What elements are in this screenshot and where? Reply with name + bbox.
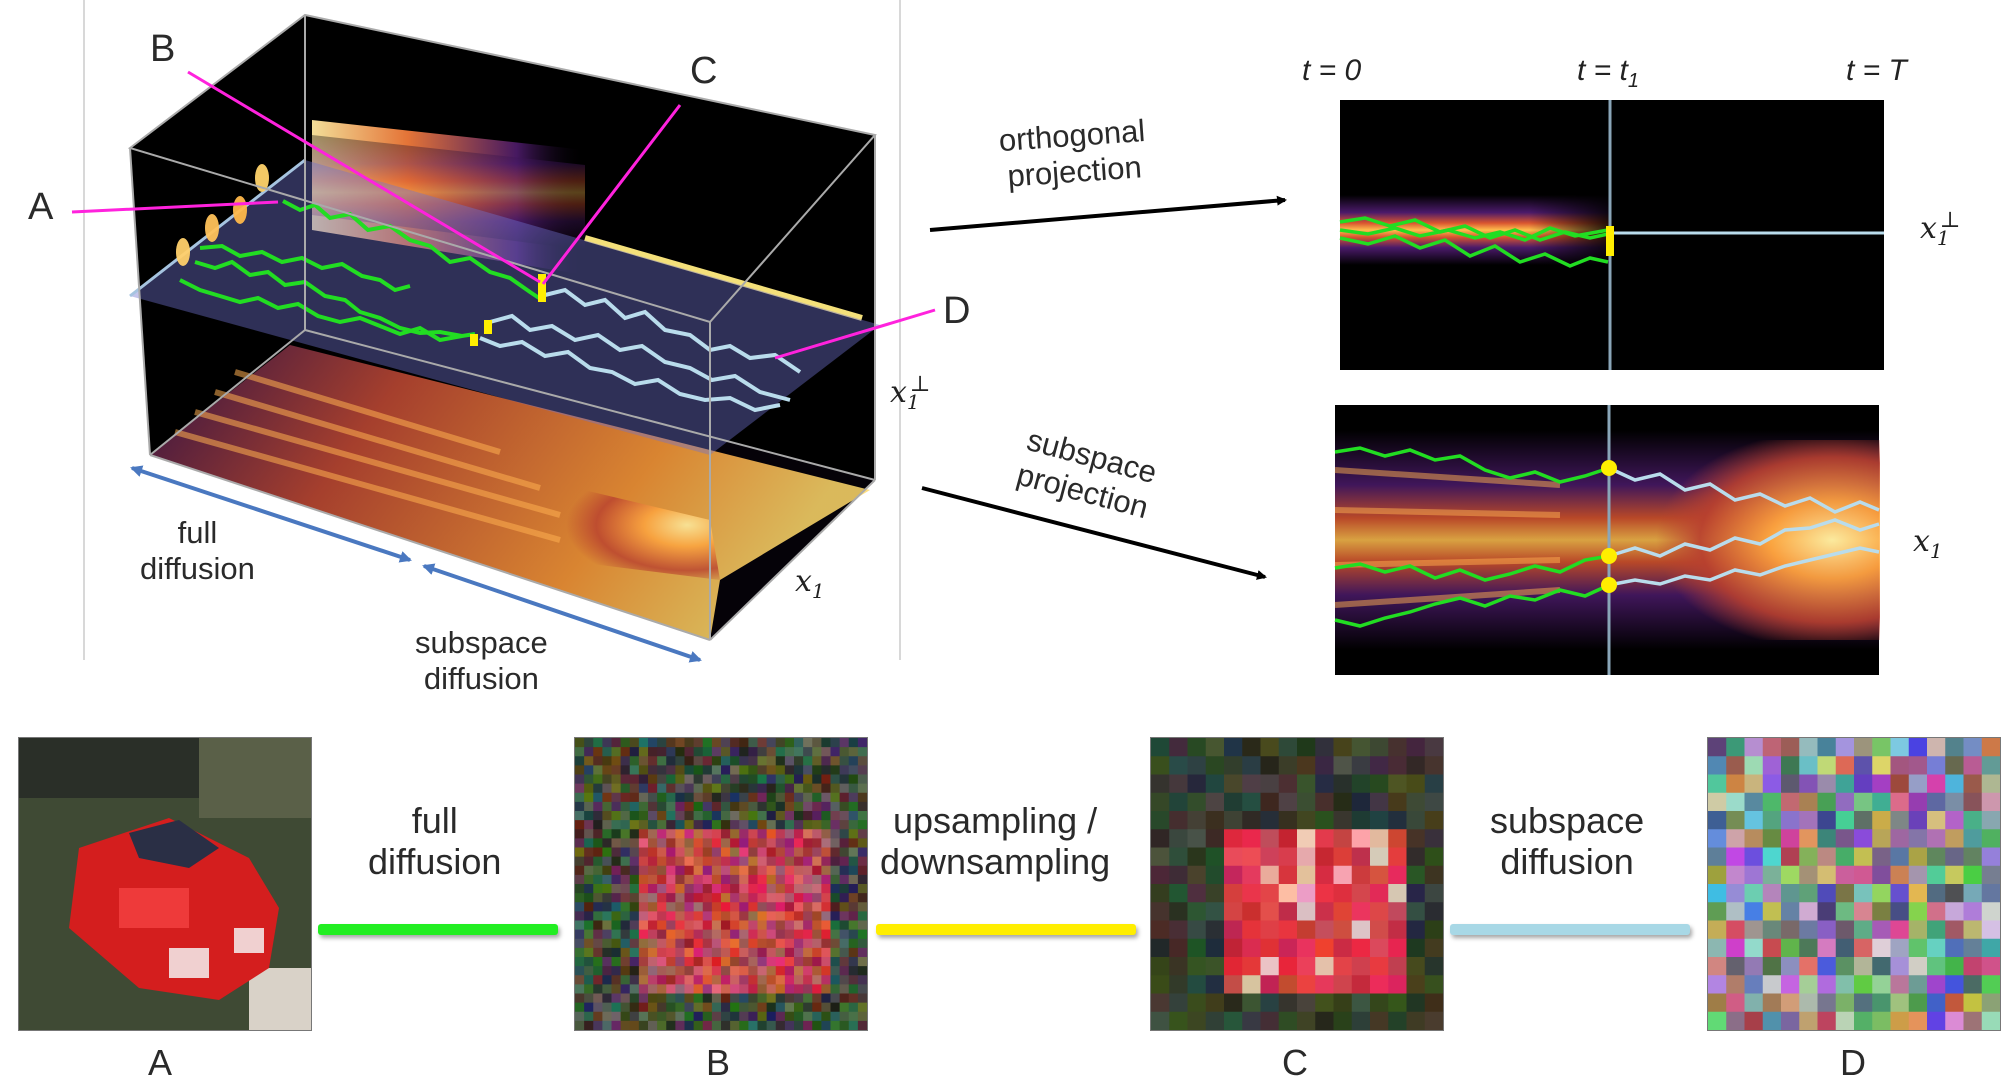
thumbnail-B-noisy [574, 737, 868, 1031]
caption-D: D [1840, 1042, 1866, 1083]
downsampled-image [1151, 738, 1443, 1030]
pointer-B [187, 70, 541, 284]
connector-bar-subspace [1450, 924, 1690, 935]
caption-A: A [148, 1042, 173, 1083]
initial-samples [176, 164, 269, 266]
pointer-lines [71, 70, 936, 360]
time-label-t0: t = 0 [1302, 54, 1362, 87]
thumbnail-D-noise [1707, 737, 2001, 1031]
pointer-C [541, 104, 682, 285]
caption-B: B [706, 1042, 731, 1083]
cube-axis-x1: x1 [795, 564, 825, 603]
panel-axis-x1-perp: x1⊥ [1920, 208, 1961, 250]
subspace-diffusion-label: subspace diffusion [415, 625, 548, 696]
car-image [19, 738, 311, 1030]
connector-label-updown: upsampling / downsampling [880, 800, 1111, 883]
diffusion-cube [127, 13, 880, 641]
connector-label-full: full diffusion [368, 800, 502, 883]
pure-noise-image [1708, 738, 2000, 1030]
cube-edges [127, 13, 877, 641]
light-blue-paths [479, 287, 802, 413]
cube-label-A: A [28, 186, 54, 228]
thumbnail-A-car [18, 737, 312, 1031]
green-paths [179, 199, 544, 343]
thumbnail-C-downsampled [1150, 737, 1444, 1031]
time-label-t1: t = t1 [1577, 54, 1639, 92]
connector-bar-updown [876, 924, 1136, 935]
time-label-T: t = T [1846, 54, 1907, 87]
back-wall-yellow-line [584, 235, 863, 321]
subspace-panel [1334, 405, 1880, 675]
orthogonal-panel [1339, 100, 1884, 370]
subspace-plane [130, 160, 880, 455]
full-diffusion-label: full diffusion [140, 515, 255, 586]
connector-bar-full [318, 924, 558, 935]
orthogonal-projection-label: orthogonal projection [997, 112, 1147, 194]
noisy-image [575, 738, 867, 1030]
orthogonal-projection-arrow [929, 195, 1287, 232]
subspace-projection-arrow [921, 486, 1267, 580]
pointer-D [774, 308, 936, 360]
pointer-A [71, 200, 279, 214]
full-diffusion-arrow [130, 465, 412, 563]
cube-axis-x1-perp: x1⊥ [890, 372, 931, 414]
connector-label-subspace: subspace diffusion [1490, 800, 1645, 883]
cube-label-B: B [150, 28, 176, 70]
caption-C: C [1282, 1042, 1308, 1083]
yellow-markers [470, 274, 546, 346]
panel-axis-x1: x1 [1913, 524, 1943, 563]
cube-label-C: C [690, 50, 718, 92]
cube-label-D: D [943, 290, 971, 332]
floor-glow [500, 470, 720, 580]
subspace-diffusion-arrow [422, 563, 702, 663]
back-wall-bands [312, 135, 585, 250]
